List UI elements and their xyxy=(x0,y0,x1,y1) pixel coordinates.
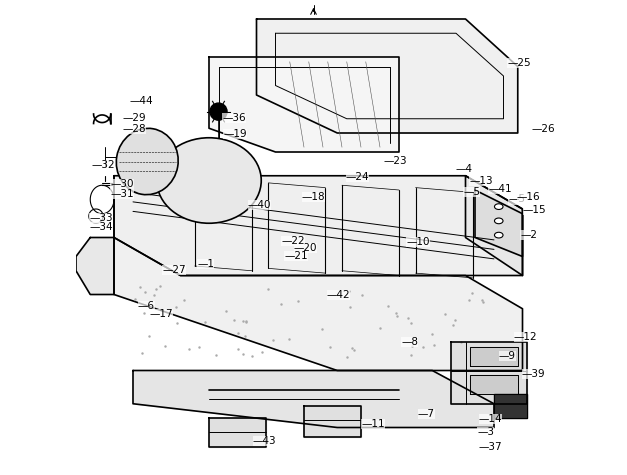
Text: —26: —26 xyxy=(531,124,555,134)
Ellipse shape xyxy=(116,128,178,195)
Ellipse shape xyxy=(495,204,503,209)
Text: —43: —43 xyxy=(253,436,277,446)
Text: —11: —11 xyxy=(361,418,384,429)
Polygon shape xyxy=(304,406,361,437)
Text: —31: —31 xyxy=(110,189,134,199)
Polygon shape xyxy=(451,342,527,404)
Text: —5: —5 xyxy=(508,194,525,205)
Text: —8: —8 xyxy=(401,337,418,347)
Text: —14: —14 xyxy=(479,414,502,424)
Text: —32: —32 xyxy=(91,160,115,171)
Text: —28: —28 xyxy=(122,124,146,134)
Ellipse shape xyxy=(495,218,503,224)
Polygon shape xyxy=(256,19,518,133)
Text: —7: —7 xyxy=(418,409,435,419)
Text: —13: —13 xyxy=(469,176,493,187)
Text: —37: —37 xyxy=(479,442,502,453)
Text: —10: —10 xyxy=(406,237,429,247)
Text: —4: —4 xyxy=(456,163,473,174)
Text: —24: —24 xyxy=(346,171,369,182)
Text: —16: —16 xyxy=(517,192,540,202)
Text: —33: —33 xyxy=(89,212,113,223)
Text: —29: —29 xyxy=(122,113,146,123)
Polygon shape xyxy=(470,375,518,394)
Text: —42: —42 xyxy=(327,290,350,301)
Text: —21: —21 xyxy=(284,250,308,261)
Text: —5: —5 xyxy=(463,187,480,198)
Polygon shape xyxy=(76,238,114,294)
Text: —1: —1 xyxy=(197,258,214,269)
Text: —2: —2 xyxy=(520,230,537,240)
Ellipse shape xyxy=(495,232,503,238)
Polygon shape xyxy=(465,176,522,276)
Text: —19: —19 xyxy=(223,129,247,139)
Circle shape xyxy=(210,103,227,120)
Text: —39: —39 xyxy=(522,369,545,380)
Polygon shape xyxy=(133,370,494,428)
Text: —22: —22 xyxy=(281,236,305,247)
Polygon shape xyxy=(494,394,527,418)
Text: —6: —6 xyxy=(138,301,155,312)
Text: —30: —30 xyxy=(110,179,134,190)
Text: —36: —36 xyxy=(223,113,246,123)
Text: —41: —41 xyxy=(488,184,512,194)
Text: —40: —40 xyxy=(248,200,271,210)
Text: —34: —34 xyxy=(89,222,113,232)
Text: —25: —25 xyxy=(507,57,531,68)
Text: —23: —23 xyxy=(384,155,408,166)
Polygon shape xyxy=(114,238,522,370)
Polygon shape xyxy=(114,176,522,276)
Text: —27: —27 xyxy=(162,265,186,275)
Polygon shape xyxy=(209,418,266,446)
Text: —15: —15 xyxy=(522,205,546,215)
Polygon shape xyxy=(209,57,399,152)
Text: —12: —12 xyxy=(514,332,537,342)
Text: —18: —18 xyxy=(302,192,325,202)
Ellipse shape xyxy=(157,138,261,223)
Text: —20: —20 xyxy=(293,243,317,253)
Polygon shape xyxy=(470,347,518,366)
Polygon shape xyxy=(475,190,522,256)
Text: —9: —9 xyxy=(498,351,516,361)
Text: —44: —44 xyxy=(129,95,153,106)
Text: —17: —17 xyxy=(150,309,173,320)
Text: —3: —3 xyxy=(477,427,494,437)
